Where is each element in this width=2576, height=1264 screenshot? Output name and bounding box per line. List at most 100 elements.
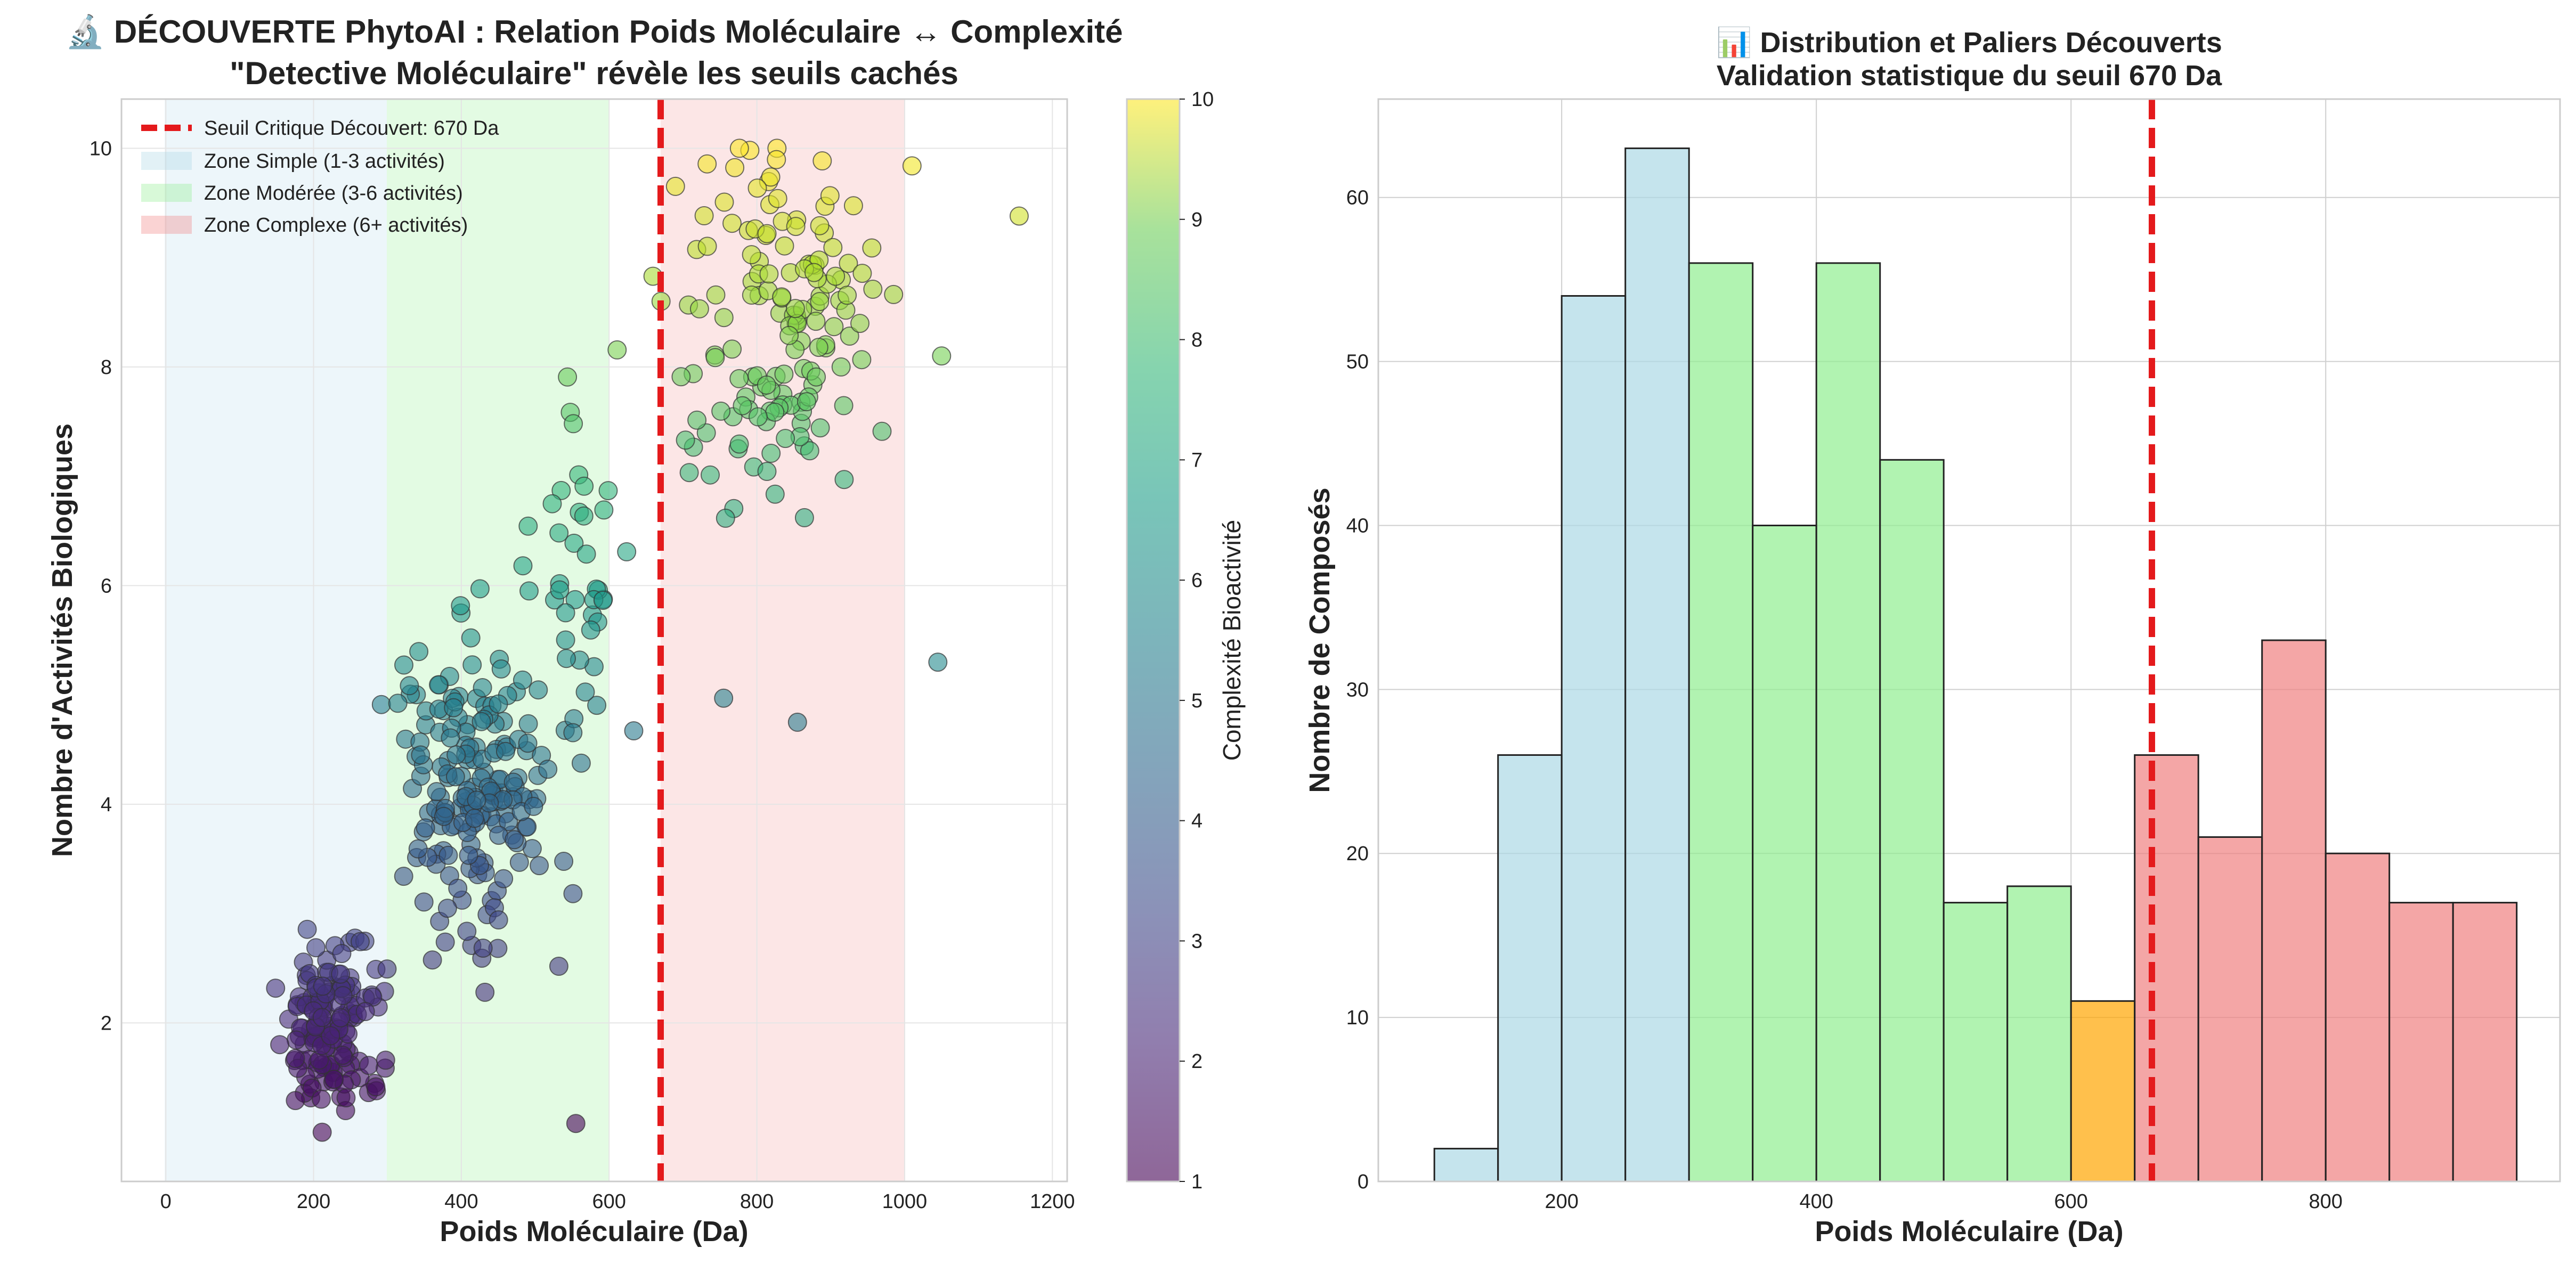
histogram-y-ticks: 0 10 20 30 40 50 60	[1346, 187, 1369, 1193]
histogram-bar	[1561, 295, 1627, 1183]
scatter-point	[575, 682, 595, 702]
scatter-point	[355, 1002, 375, 1021]
scatter-y-label: Nombre d'Activités Biologiques	[46, 423, 78, 857]
y-tick-label: 6	[101, 575, 112, 597]
scatter-point	[509, 852, 529, 872]
histogram-bar	[1433, 1147, 1499, 1183]
scatter-point	[757, 375, 776, 395]
scatter-point	[705, 348, 725, 368]
y-tick-label: 40	[1346, 515, 1369, 537]
scatter-point	[435, 932, 455, 952]
scatter-point	[472, 712, 491, 731]
scatter-point	[467, 790, 486, 810]
scatter-point	[607, 340, 627, 360]
x-tick-label: 400	[1799, 1190, 1833, 1213]
scatter-point	[824, 317, 844, 337]
scatter-point	[530, 856, 549, 876]
scatter-point	[574, 506, 594, 526]
scatter-point	[757, 224, 777, 243]
colorbar-tick-label: 6	[1191, 569, 1202, 592]
scatter-point	[270, 1035, 290, 1055]
scatter-point	[843, 196, 863, 216]
scatter-point	[333, 1046, 353, 1065]
scatter-point	[306, 938, 326, 958]
scatter-point	[557, 649, 576, 668]
scatter-point	[617, 542, 637, 561]
scatter-point	[804, 263, 824, 282]
scatter-point	[826, 266, 846, 286]
scatter-point	[747, 178, 767, 198]
scatter-point	[714, 688, 734, 708]
scatter-point	[550, 580, 570, 600]
scatter-frame	[120, 98, 1068, 1183]
scatter-point	[529, 680, 548, 700]
scatter-point	[729, 434, 749, 454]
scatter-point	[884, 284, 904, 304]
scatter-point	[336, 1088, 356, 1107]
histogram-bar	[2070, 1000, 2136, 1183]
histogram-frame	[1377, 98, 2561, 1183]
scatter-point	[775, 236, 794, 256]
scatter-point	[786, 217, 806, 237]
scatter-point	[551, 480, 571, 500]
scatter-point	[772, 287, 792, 307]
colorbar-gradient	[1126, 98, 1181, 1183]
scatter-point	[706, 285, 726, 305]
scatter-point	[495, 741, 515, 761]
scatter-point	[444, 698, 464, 717]
scatter-point	[765, 484, 785, 504]
scatter-point	[687, 410, 707, 430]
colorbar-tick-label: 4	[1191, 810, 1202, 833]
scatter-point	[470, 579, 490, 599]
scatter-point	[1009, 206, 1029, 226]
scatter-point	[587, 696, 607, 715]
histogram-x-ticks: 200 400 600 800	[1545, 1190, 2342, 1213]
scatter-point	[932, 346, 952, 366]
scatter-title: 🔬 DÉCOUVERTE PhytoAI : Relation Poids Mo…	[65, 12, 1123, 50]
scatter-point	[759, 264, 779, 284]
scatter-point	[742, 245, 761, 265]
scatter-point	[451, 596, 470, 616]
scatter-point	[785, 299, 805, 319]
scatter-point	[838, 286, 857, 305]
scatter-point	[872, 421, 892, 441]
scatter-point	[422, 950, 442, 970]
y-tick-label: 10	[1346, 1007, 1369, 1029]
scatter-point	[445, 767, 465, 787]
scatter-legend: Seuil Critique Découvert: 670 Da Zone Si…	[141, 117, 499, 237]
scatter-point	[324, 1070, 344, 1089]
scatter-point	[351, 932, 370, 951]
histogram-x-label: Poids Moléculaire (Da)	[1815, 1216, 2123, 1247]
scatter-point	[761, 444, 781, 463]
scatter-point	[787, 712, 807, 732]
scatter-point	[810, 418, 830, 438]
colorbar-tick-label: 9	[1191, 209, 1202, 231]
scatter-point	[765, 402, 785, 422]
scatter-point	[388, 694, 408, 713]
scatter-point	[742, 286, 761, 305]
scatter-point	[834, 396, 854, 415]
histogram-bar	[1688, 262, 1754, 1183]
scatter-point	[694, 206, 714, 225]
legend-zone-moderee-swatch	[141, 184, 192, 202]
scatter-point	[807, 367, 826, 387]
scatter-point	[518, 733, 538, 753]
scatter-point	[376, 1050, 395, 1070]
scatter-point	[462, 655, 482, 675]
zone-moderee	[387, 99, 609, 1181]
histogram-bar	[1497, 754, 1563, 1183]
scatter-point	[598, 481, 618, 501]
scatter-point	[489, 910, 508, 929]
x-tick-label: 600	[2054, 1190, 2088, 1213]
scatter-point	[902, 156, 922, 176]
scatter-point	[593, 591, 613, 610]
scatter-point	[574, 476, 594, 496]
scatter-point	[564, 533, 584, 553]
scatter-x-ticks: 0 200 400 600 800 1000 1200	[160, 1190, 1075, 1213]
scatter-point	[767, 150, 786, 169]
scatter-point	[774, 364, 794, 384]
scatter-point	[457, 922, 477, 941]
scatter-point	[812, 151, 832, 170]
scatter-point	[409, 642, 429, 662]
scatter-point	[797, 392, 816, 412]
